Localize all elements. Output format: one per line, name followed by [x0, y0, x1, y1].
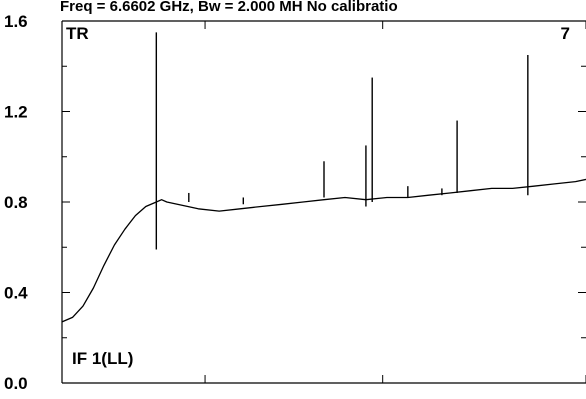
- series-line-1: [61, 178, 586, 323]
- y-tick-label: 1.2: [4, 103, 28, 122]
- y-tick-label: 1.6: [4, 12, 28, 31]
- y-tick-label: 0.4: [4, 284, 28, 303]
- corner-label-top-left: TR: [66, 24, 89, 43]
- x-ticks: [204, 21, 586, 383]
- y-ticks: [62, 20, 586, 384]
- corner-label-top-right: 7: [561, 24, 570, 43]
- y-tick-label: 0.8: [4, 193, 28, 212]
- chart-title: Freq = 6.6602 GHz, Bw = 2.000 MH No cali…: [60, 0, 398, 15]
- series-layer: [61, 178, 586, 323]
- y-tick-labels: 0.0 0.4 0.8 1.2 1.6: [4, 12, 28, 393]
- spike-layer: [155, 32, 529, 250]
- corner-label-bottom-left: IF 1(LL): [72, 349, 133, 368]
- y-tick-label: 0.0: [4, 374, 28, 393]
